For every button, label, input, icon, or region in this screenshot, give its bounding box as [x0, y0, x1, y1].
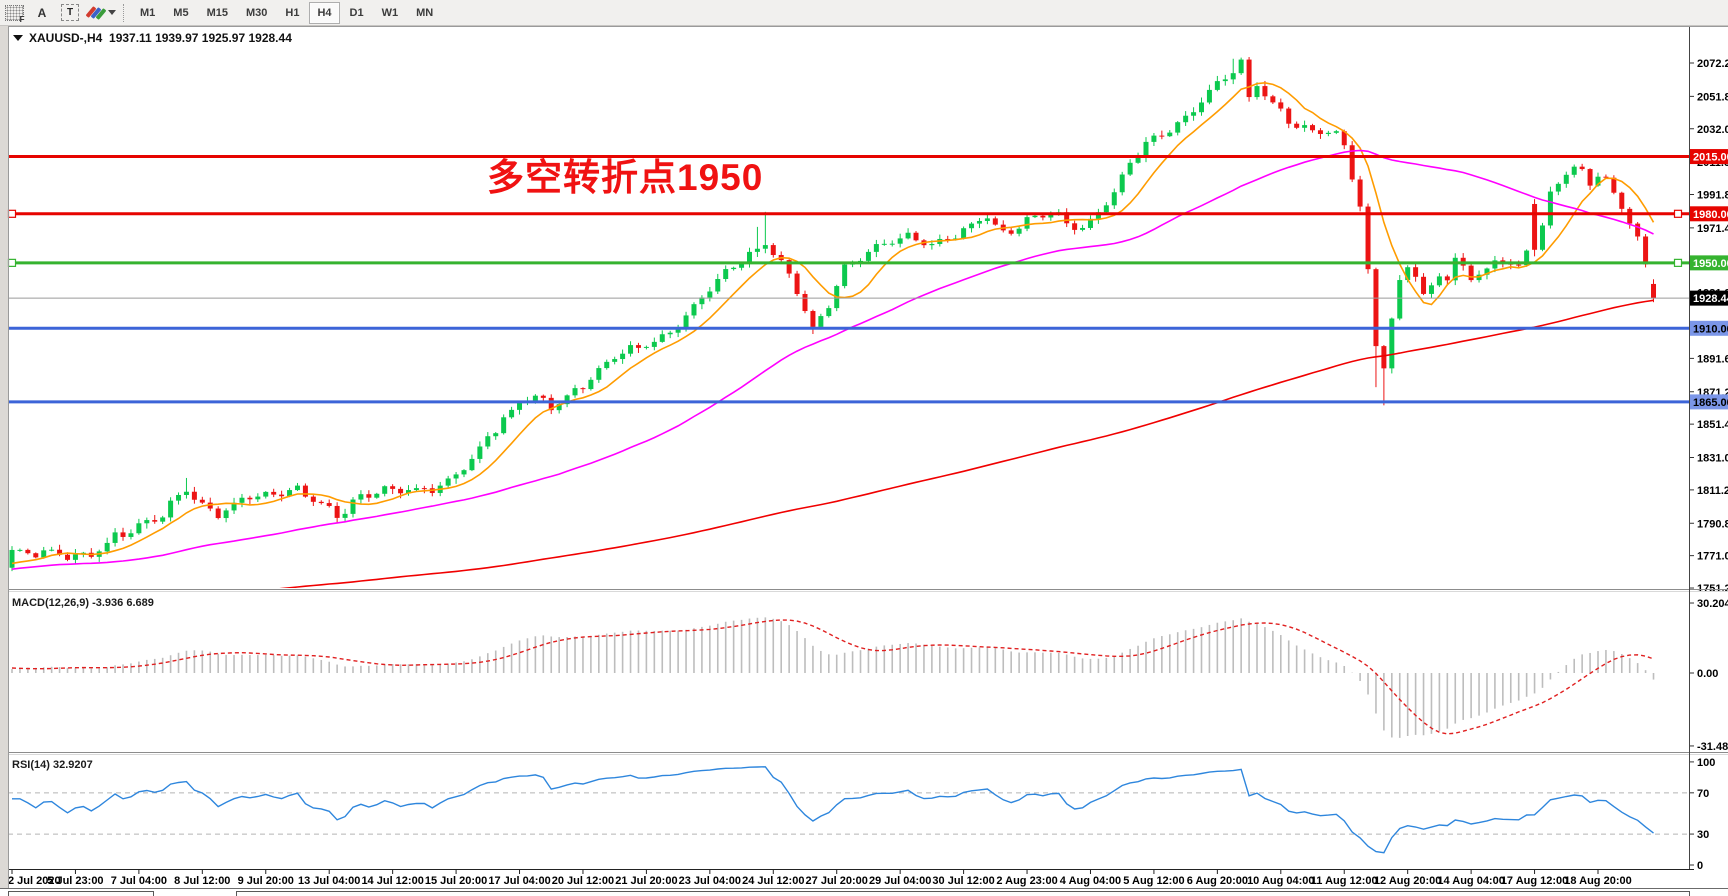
date-axis-label: 13 Jul 04:00: [298, 875, 360, 887]
svg-text:1910.00: 1910.00: [1693, 323, 1728, 335]
price-axis-tick: 1811.20: [1697, 485, 1728, 497]
date-axis-label: 10 Aug 04:00: [1247, 875, 1314, 887]
macd-axis-tick: 0.00: [1697, 668, 1718, 680]
text-label-icon[interactable]: T: [58, 2, 82, 24]
date-axis-label: 14 Jul 12:00: [361, 875, 423, 887]
date-axis-label: 15 Jul 20:00: [425, 875, 487, 887]
price-axis-tick: 1991.80: [1697, 190, 1728, 202]
price-axis-tick: 1831.00: [1697, 453, 1728, 465]
chart-tab[interactable]: [236, 891, 1690, 896]
macd-axis-tick: 30.204: [1697, 598, 1728, 610]
date-axis-label: 24 Jul 12:00: [742, 875, 804, 887]
price-axis-tick: 1771.00: [1697, 551, 1728, 563]
svg-text:1950.00: 1950.00: [1693, 258, 1728, 270]
price-axis-tick: 2032.00: [1697, 124, 1728, 136]
date-axis-label: 17 Aug 12:00: [1501, 875, 1568, 887]
price-marker-box: [1690, 206, 1728, 222]
fast-ma-line: [11, 81, 1655, 565]
price-marker-box: [1690, 394, 1728, 410]
date-axis-label: 14 Aug 04:00: [1437, 875, 1504, 887]
price-axis-tick: 1971.40: [1697, 223, 1728, 235]
timeframe-button-group: M1 M5 M15 M30 H1 H4 D1 W1 MN: [131, 1, 442, 24]
toolbar-separator: [123, 3, 125, 22]
date-axis-label: 8 Jul 12:00: [174, 875, 230, 887]
date-axis-label: 11 Aug 12:00: [1311, 875, 1378, 887]
line-handle: [7, 258, 17, 267]
drawing-tools-icon[interactable]: [85, 2, 117, 24]
toolbar: F A T M1 M5 M15 M30 H1 H4 D1 W1 MN: [0, 0, 1728, 26]
date-axis-label: 27 Jul 20:00: [806, 875, 868, 887]
rsi-axis-tick: 30: [1697, 829, 1709, 841]
timeframe-button-M5[interactable]: M5: [173, 6, 189, 19]
timeframe-button-D1[interactable]: D1: [349, 6, 364, 19]
timeframe-button-W1[interactable]: W1: [381, 6, 399, 19]
rsi-axis-tick: 70: [1697, 788, 1709, 800]
price-marker-box: [1690, 149, 1728, 165]
date-axis-label: 2 Aug 23:00: [996, 875, 1057, 887]
svg-text:1980.00: 1980.00: [1693, 209, 1728, 221]
price-axis-tick: 1790.80: [1697, 518, 1728, 530]
date-axis-label: 5 Aug 12:00: [1123, 875, 1184, 887]
rsi-pane: [8, 766, 1689, 854]
date-axis-label: 23 Jul 04:00: [679, 875, 741, 887]
date-axis-label: 18 Aug 20:00: [1564, 875, 1631, 887]
price-marker-box: [1690, 320, 1728, 336]
svg-text:1865.00: 1865.00: [1693, 397, 1728, 409]
line-handle: [7, 209, 17, 218]
date-axis-label: 2 Jul 2020: [8, 875, 61, 887]
chevron-down-icon: [108, 10, 116, 15]
svg-text:2015.00: 2015.00: [1693, 152, 1728, 164]
rsi-axis-tick: 0: [1697, 860, 1703, 872]
date-axis-label: 5 Jul 23:00: [47, 875, 103, 887]
chart-tabs-bar: [0, 888, 1728, 896]
price-axis-tick: 2072.20: [1697, 58, 1728, 70]
date-axis-label: 21 Jul 20:00: [615, 875, 677, 887]
price-marker-box: [1690, 255, 1728, 271]
date-axis-label: 30 Jul 12:00: [932, 875, 994, 887]
price-axis-tick: 2051.80: [1697, 91, 1728, 103]
date-axis-label: 9 Jul 20:00: [238, 875, 294, 887]
svg-text:1928.44: 1928.44: [1693, 293, 1728, 305]
date-axis-label: 4 Aug 04:00: [1060, 875, 1121, 887]
date-axis-label: 6 Aug 20:00: [1187, 875, 1248, 887]
date-axis-label: 17 Jul 04:00: [488, 875, 550, 887]
date-axis-label: 7 Jul 04:00: [111, 875, 167, 887]
line-handle: [1673, 209, 1683, 218]
line-handle: [1673, 258, 1683, 267]
macd-axis-tick: -31.482: [1697, 741, 1728, 753]
timeframe-button-M30[interactable]: M30: [245, 6, 268, 19]
timeframe-button-M15[interactable]: M15: [206, 6, 228, 19]
timeframe-button-H1[interactable]: H1: [285, 6, 300, 19]
macd-signal-line: [11, 619, 1654, 735]
price-marker-box: [1690, 290, 1728, 306]
macd-pane: [11, 617, 1655, 738]
main-price-pane: [9, 57, 1657, 588]
timeframe-button-MN[interactable]: MN: [416, 6, 434, 19]
date-axis-label: 20 Jul 12:00: [552, 875, 614, 887]
date-axis-label: 29 Jul 04:00: [869, 875, 931, 887]
chart-grid-f-icon[interactable]: F: [2, 2, 26, 24]
rsi-line: [12, 766, 1654, 854]
price-axis-tick: 1851.40: [1697, 419, 1728, 431]
timeframe-button-H4[interactable]: H4: [309, 1, 340, 24]
timeframe-button-M1[interactable]: M1: [140, 6, 156, 19]
chart-tab[interactable]: [8, 891, 154, 896]
date-axis-label: 12 Aug 20:00: [1374, 875, 1441, 887]
font-a-icon[interactable]: A: [37, 5, 47, 20]
rsi-axis-tick: 100: [1697, 757, 1715, 769]
price-axis-tick: 1891.60: [1697, 353, 1728, 365]
slow-ma-line: [279, 299, 1654, 588]
